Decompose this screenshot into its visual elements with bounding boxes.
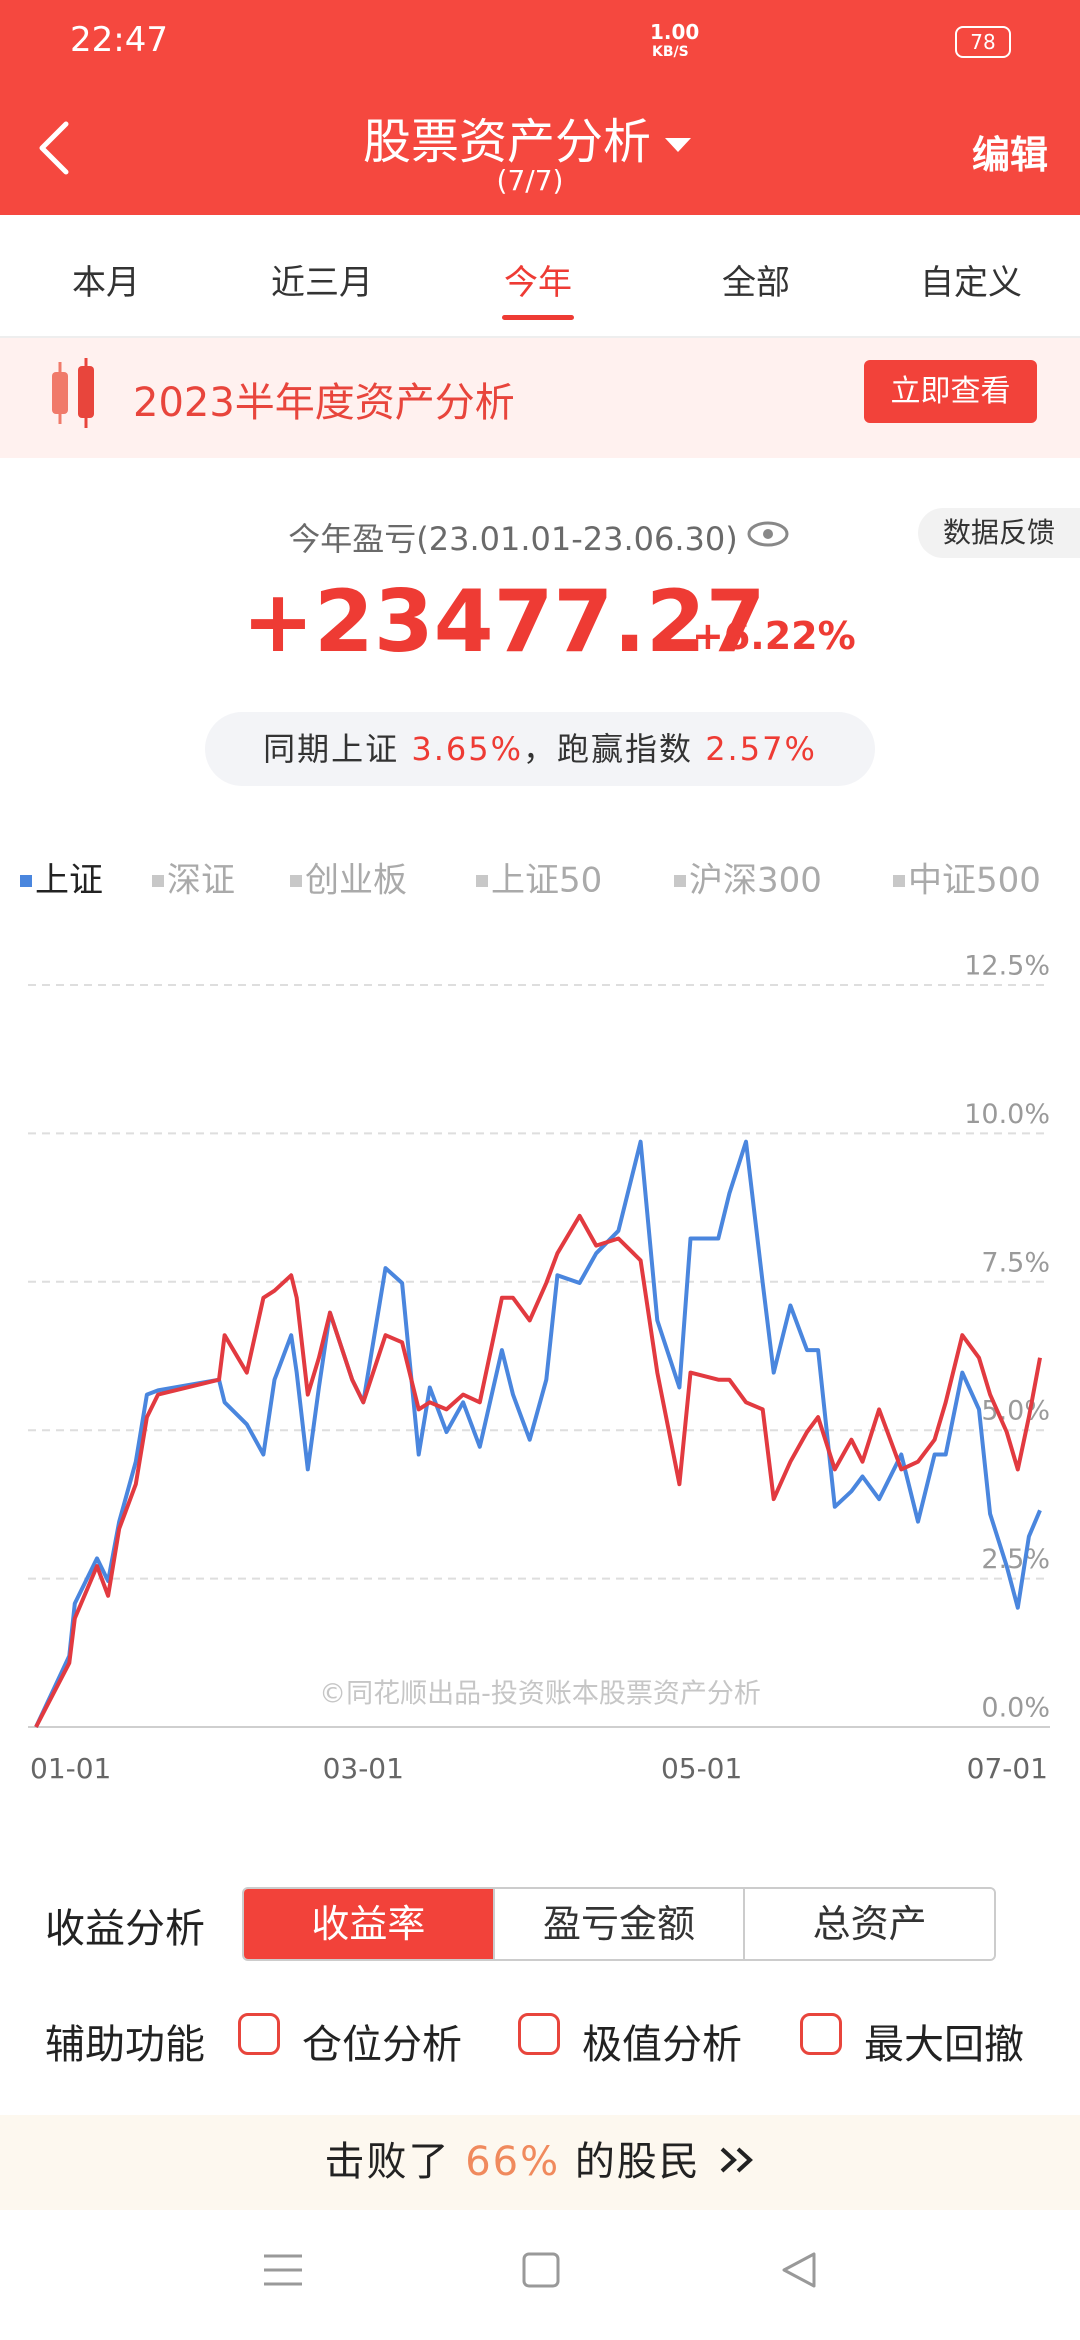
- pnl-amount: +23477.27: [242, 572, 766, 672]
- legend-swatch: [674, 875, 686, 887]
- option-label: 极值分析: [582, 2022, 742, 2068]
- tab-bar: 本月 近三月 今年 全部 自定义: [0, 215, 1080, 338]
- checkbox[interactable]: [518, 2013, 560, 2055]
- dropdown-arrow: [665, 138, 692, 152]
- checkbox[interactable]: [800, 2013, 842, 2055]
- x-tick-label: 07-01: [967, 1752, 1048, 1785]
- tab[interactable]: 今年: [504, 263, 572, 303]
- net-unit: KB/S: [652, 44, 689, 60]
- excess-rate: 2.57%: [705, 730, 817, 768]
- y-tick-label: 12.5%: [964, 951, 1050, 982]
- back-button[interactable]: [30, 118, 80, 178]
- y-tick-label: 2.5%: [981, 1544, 1050, 1575]
- legend-label[interactable]: 中证500: [908, 861, 1041, 901]
- rank-percent: 66%: [465, 2139, 561, 2185]
- legend-label[interactable]: 上证50: [491, 861, 602, 901]
- view-button[interactable]: 立即查看: [864, 360, 1037, 423]
- x-tick-label: 03-01: [323, 1752, 404, 1785]
- nav-bar: [264, 2252, 816, 2288]
- legend-label[interactable]: 上证: [35, 861, 103, 901]
- legend-swatch: [893, 875, 905, 887]
- legend-swatch: [476, 875, 488, 887]
- banner-text: 2023半年度资产分析: [133, 380, 515, 426]
- tab[interactable]: 全部: [722, 263, 790, 303]
- eye-icon[interactable]: [746, 518, 790, 550]
- status-time: 22:47: [70, 20, 168, 60]
- banner-icon: [52, 358, 94, 428]
- mode-button[interactable]: 盈亏金额: [492, 1889, 744, 1959]
- feedback-button[interactable]: 数据反馈: [918, 508, 1080, 558]
- mode-switch: 收益率 盈亏金额 总资产: [242, 1887, 996, 1961]
- legend-swatch: [290, 875, 302, 887]
- compare-prefix: 同期上证: [263, 730, 400, 768]
- page-title[interactable]: 股票资产分析: [363, 102, 697, 172]
- tab[interactable]: 自定义: [920, 263, 1022, 303]
- option-label: 最大回撤: [864, 2022, 1024, 2068]
- rank-suffix: 的股民: [574, 2139, 701, 2185]
- page-index: (7/7): [496, 164, 564, 197]
- home-key[interactable]: [522, 2252, 560, 2288]
- x-tick-label: 01-01: [30, 1752, 111, 1785]
- series-line: [34, 1213, 1042, 1728]
- pnl-label: 今年盈亏(23.01.01-23.06.30): [288, 520, 738, 558]
- series-line: [34, 1139, 1042, 1728]
- rank-banner[interactable]: 击败了 66% 的股民: [0, 2115, 1080, 2210]
- x-tick-label: 05-01: [661, 1752, 742, 1785]
- y-tick-label: 7.5%: [981, 1247, 1050, 1278]
- mode-button[interactable]: 总资产: [743, 1889, 994, 1959]
- chart: 上证 深证 创业板 上证50 沪深300 中证5000.0%2.5%5.0%7.5%10.…: [20, 861, 1050, 1785]
- legend-label[interactable]: 深证: [167, 861, 235, 901]
- edit-button[interactable]: 编辑: [971, 133, 1048, 177]
- legend-label[interactable]: 沪深300: [689, 861, 822, 901]
- legend-swatch: [20, 875, 32, 887]
- compare-pill: 同期上证 3.65%，跑赢指数 2.57%: [205, 712, 875, 786]
- net-speed: 1.00: [650, 20, 700, 44]
- compare-middle: ，跑赢指数: [523, 730, 694, 768]
- y-tick-label: 10.0%: [964, 1099, 1050, 1130]
- chevrons: [720, 2147, 753, 2173]
- back-key[interactable]: [782, 2252, 816, 2288]
- pnl-rate: +6.22%: [692, 614, 856, 658]
- checkbox[interactable]: [238, 2013, 280, 2055]
- chart-footnote: ©同花顺出品-投资账本股票资产分析: [319, 1679, 761, 1710]
- header-bar: [0, 0, 1080, 215]
- aux-label: 辅助功能: [45, 2022, 205, 2068]
- menu-key[interactable]: [264, 2254, 302, 2286]
- tab[interactable]: 本月: [72, 263, 140, 303]
- option-label: 仓位分析: [302, 2022, 462, 2068]
- battery: 78: [955, 26, 1011, 58]
- tab-indicator: [502, 315, 574, 320]
- rank-prefix: 击败了: [324, 2139, 451, 2185]
- y-tick-label: 0.0%: [981, 1693, 1050, 1724]
- title-text: 股票资产分析: [362, 114, 652, 170]
- tab[interactable]: 近三月: [271, 263, 373, 303]
- mode-button[interactable]: 收益率: [244, 1889, 493, 1959]
- legend-label[interactable]: 创业板: [305, 861, 407, 901]
- legend-swatch: [152, 875, 164, 887]
- analysis-label: 收益分析: [45, 1906, 205, 1952]
- index-rate: 3.65%: [411, 730, 523, 768]
